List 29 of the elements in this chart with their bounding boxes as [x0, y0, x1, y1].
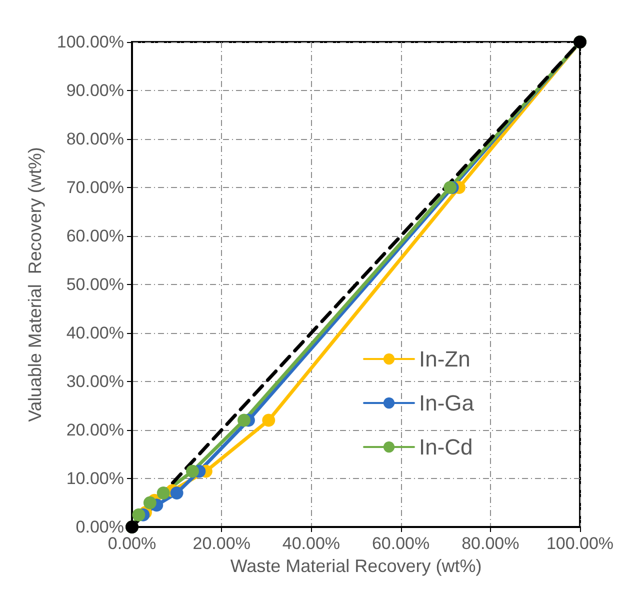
y-tick-label: 40.00%: [66, 324, 124, 342]
x-axis-title: Waste Material Recovery (wt%): [230, 556, 482, 576]
point: [132, 508, 146, 522]
legend-label: In-Cd: [419, 434, 473, 460]
legend-label: In-Zn: [419, 346, 470, 372]
point: [262, 414, 276, 427]
y-tick-label: 70.00%: [66, 178, 124, 197]
point: [170, 486, 184, 500]
point: [156, 486, 170, 500]
y-tick-label: 0.00%: [76, 518, 124, 536]
y-tick-label: 20.00%: [66, 420, 124, 440]
y-tick-label: 100.00%: [56, 32, 124, 52]
point: [143, 496, 156, 510]
y-tick-label: 50.00%: [66, 275, 124, 294]
y-tick-label: 80.00%: [66, 130, 124, 148]
x-tick-label: 0.00%: [108, 534, 156, 553]
legend-label: In-Ga: [419, 390, 475, 416]
x-tick-label: 20.00%: [192, 534, 250, 553]
y-tick-label: 30.00%: [66, 372, 124, 391]
y-tick-label: 90.00%: [66, 81, 124, 100]
y-axis-title: Valuable Material Recovery (wt%): [25, 147, 45, 422]
x-tick-label: 60.00%: [372, 534, 430, 553]
x-tick-label: 100.00%: [546, 534, 614, 553]
y-tick-label: 60.00%: [66, 226, 124, 246]
point: [186, 464, 199, 478]
point: [238, 414, 250, 427]
x-tick-label: 80.00%: [462, 534, 520, 553]
x-tick-label: 40.00%: [282, 534, 340, 553]
y-tick-label: 10.00%: [66, 469, 124, 488]
